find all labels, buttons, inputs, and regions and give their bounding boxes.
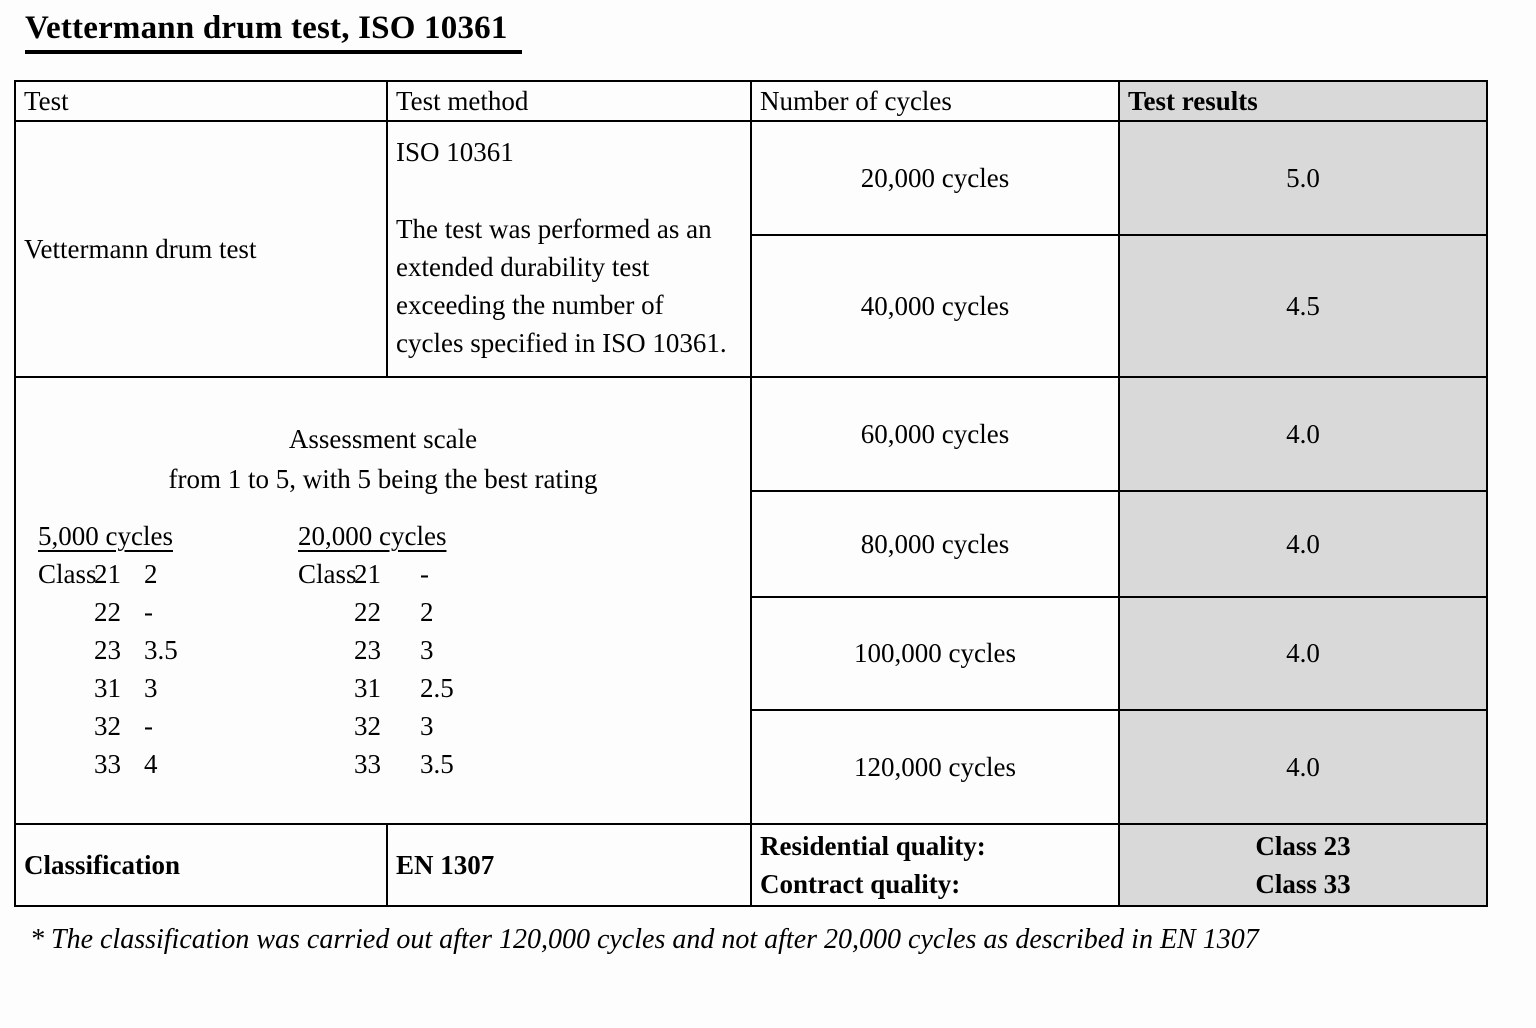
class-label xyxy=(298,669,354,707)
class-label xyxy=(38,593,94,631)
class-number: 33 xyxy=(354,748,381,779)
class-number: 32 xyxy=(354,710,381,741)
table-row: Vettermann drum test ISO 10361 The test … xyxy=(14,120,1488,378)
scale-20000-grid: Class 21 - 22 2 23 3 31 2.5 32 xyxy=(298,555,454,783)
class-label xyxy=(38,745,94,783)
quality-labels-cell: Residential quality: Contract quality: xyxy=(750,823,1120,907)
assessment-scale-cell: Assessment scale from 1 to 5, with 5 bei… xyxy=(14,376,752,825)
result-cell-100000: 4.0 xyxy=(1118,596,1488,711)
page-title: Vettermann drum test, ISO 10361 xyxy=(25,10,522,54)
table-row: 40,000 cycles 4.5 xyxy=(15,234,1488,378)
scale-5000-cycles: 5,000 cycles Class 21 2 22 - 23 3.5 31 3 xyxy=(38,517,288,783)
residential-quality-label: Residential quality: xyxy=(760,831,986,861)
class-label xyxy=(298,593,354,631)
cycles-cell-60000: 60,000 cycles xyxy=(750,376,1120,492)
result-cell-120000: 4.0 xyxy=(1118,709,1488,825)
quality-values-cell: Class 23 Class 33 xyxy=(1118,823,1488,907)
class-value: 3.5 xyxy=(144,634,178,665)
assessment-scales: 5,000 cycles Class 21 2 22 - 23 3.5 31 3 xyxy=(24,517,742,783)
class-number: 33 xyxy=(94,748,121,779)
class-value: 2 xyxy=(420,596,434,627)
class-number: 23 xyxy=(94,634,121,665)
table-row: 80,000 cycles 4.0 xyxy=(15,490,1488,598)
cycles-cell-20000: 20,000 cycles xyxy=(750,120,1120,236)
table-header-row: Test Test method Number of cycles Test r… xyxy=(14,80,1488,122)
footnote: * The classification was carried out aft… xyxy=(30,924,1259,955)
class-value: 2.5 xyxy=(420,672,454,703)
class-number: 32 xyxy=(94,710,121,741)
table-row: 120,000 cycles 4.0 xyxy=(15,709,1488,825)
class-value: 2 xyxy=(144,558,158,589)
class-value: - xyxy=(144,596,153,627)
test-name-cell: Vettermann drum test xyxy=(14,120,388,378)
result-cell-20000: 5.0 xyxy=(1118,120,1488,236)
header-number-of-cycles: Number of cycles xyxy=(750,80,1120,122)
class-label xyxy=(38,707,94,745)
table-row: 100,000 cycles 4.0 xyxy=(15,596,1488,711)
class-label xyxy=(38,631,94,669)
class-value: 3 xyxy=(420,634,434,665)
class-label: Class xyxy=(38,558,97,589)
cycles-cell-80000: 80,000 cycles xyxy=(750,490,1120,598)
class-label xyxy=(38,669,94,707)
page-title-text: Vettermann drum test, ISO 10361 xyxy=(25,10,522,54)
class-number: 22 xyxy=(354,596,381,627)
class-label xyxy=(298,631,354,669)
class-value: - xyxy=(420,558,429,589)
assessment-title: Assessment scale xyxy=(288,423,478,454)
class-number: 21 xyxy=(354,558,381,589)
class-value: 4 xyxy=(144,748,158,779)
test-method-standard: ISO 10361 xyxy=(396,136,514,167)
test-report-table: Test Test method Number of cycles Test r… xyxy=(14,80,1488,907)
result-cell-60000: 4.0 xyxy=(1118,376,1488,492)
contract-quality-label: Contract quality: xyxy=(760,869,961,899)
classification-label-cell: Classification xyxy=(14,823,388,907)
result-cell-80000: 4.0 xyxy=(1118,490,1488,598)
cycles-cell-100000: 100,000 cycles xyxy=(750,596,1120,711)
class-number: 21 xyxy=(94,558,121,589)
test-method-cell: ISO 10361 The test was performed as an e… xyxy=(386,120,752,378)
header-test: Test xyxy=(14,80,388,122)
class-number: 31 xyxy=(354,672,381,703)
residential-quality-value: Class 23 xyxy=(1255,831,1351,861)
header-test-method: Test method xyxy=(386,80,752,122)
class-number: 31 xyxy=(94,672,121,703)
test-method-note: The test was performed as an extended du… xyxy=(396,213,727,358)
scale-20000-cycles: 20,000 cycles Class 21 - 22 2 23 3 31 2.… xyxy=(298,517,454,783)
classification-standard-cell: EN 1307 xyxy=(386,823,752,907)
scale-5000-heading: 5,000 cycles xyxy=(38,520,173,551)
scale-5000-grid: Class 21 2 22 - 23 3.5 31 3 32 xyxy=(38,555,288,783)
class-label xyxy=(298,745,354,783)
contract-quality-value: Class 33 xyxy=(1255,869,1351,899)
table-row: Assessment scale from 1 to 5, with 5 bei… xyxy=(14,376,1488,825)
result-cell-40000: 4.5 xyxy=(1118,234,1488,378)
class-value: 3 xyxy=(420,710,434,741)
class-label: Class xyxy=(298,558,357,589)
class-label xyxy=(298,707,354,745)
class-value: 3 xyxy=(144,672,158,703)
class-number: 22 xyxy=(94,596,121,627)
class-number: 23 xyxy=(354,634,381,665)
test-name: Vettermann drum test xyxy=(24,233,257,264)
scale-20000-heading: 20,000 cycles xyxy=(298,520,447,551)
classification-row: Classification EN 1307 Residential quali… xyxy=(14,823,1488,907)
cycles-cell-40000: 40,000 cycles xyxy=(750,234,1120,378)
class-value: 3.5 xyxy=(420,748,454,779)
assessment-subtitle: from 1 to 5, with 5 being the best ratin… xyxy=(168,463,598,494)
header-test-results: Test results xyxy=(1118,80,1488,122)
class-value: - xyxy=(144,710,153,741)
cycles-cell-120000: 120,000 cycles xyxy=(750,709,1120,825)
